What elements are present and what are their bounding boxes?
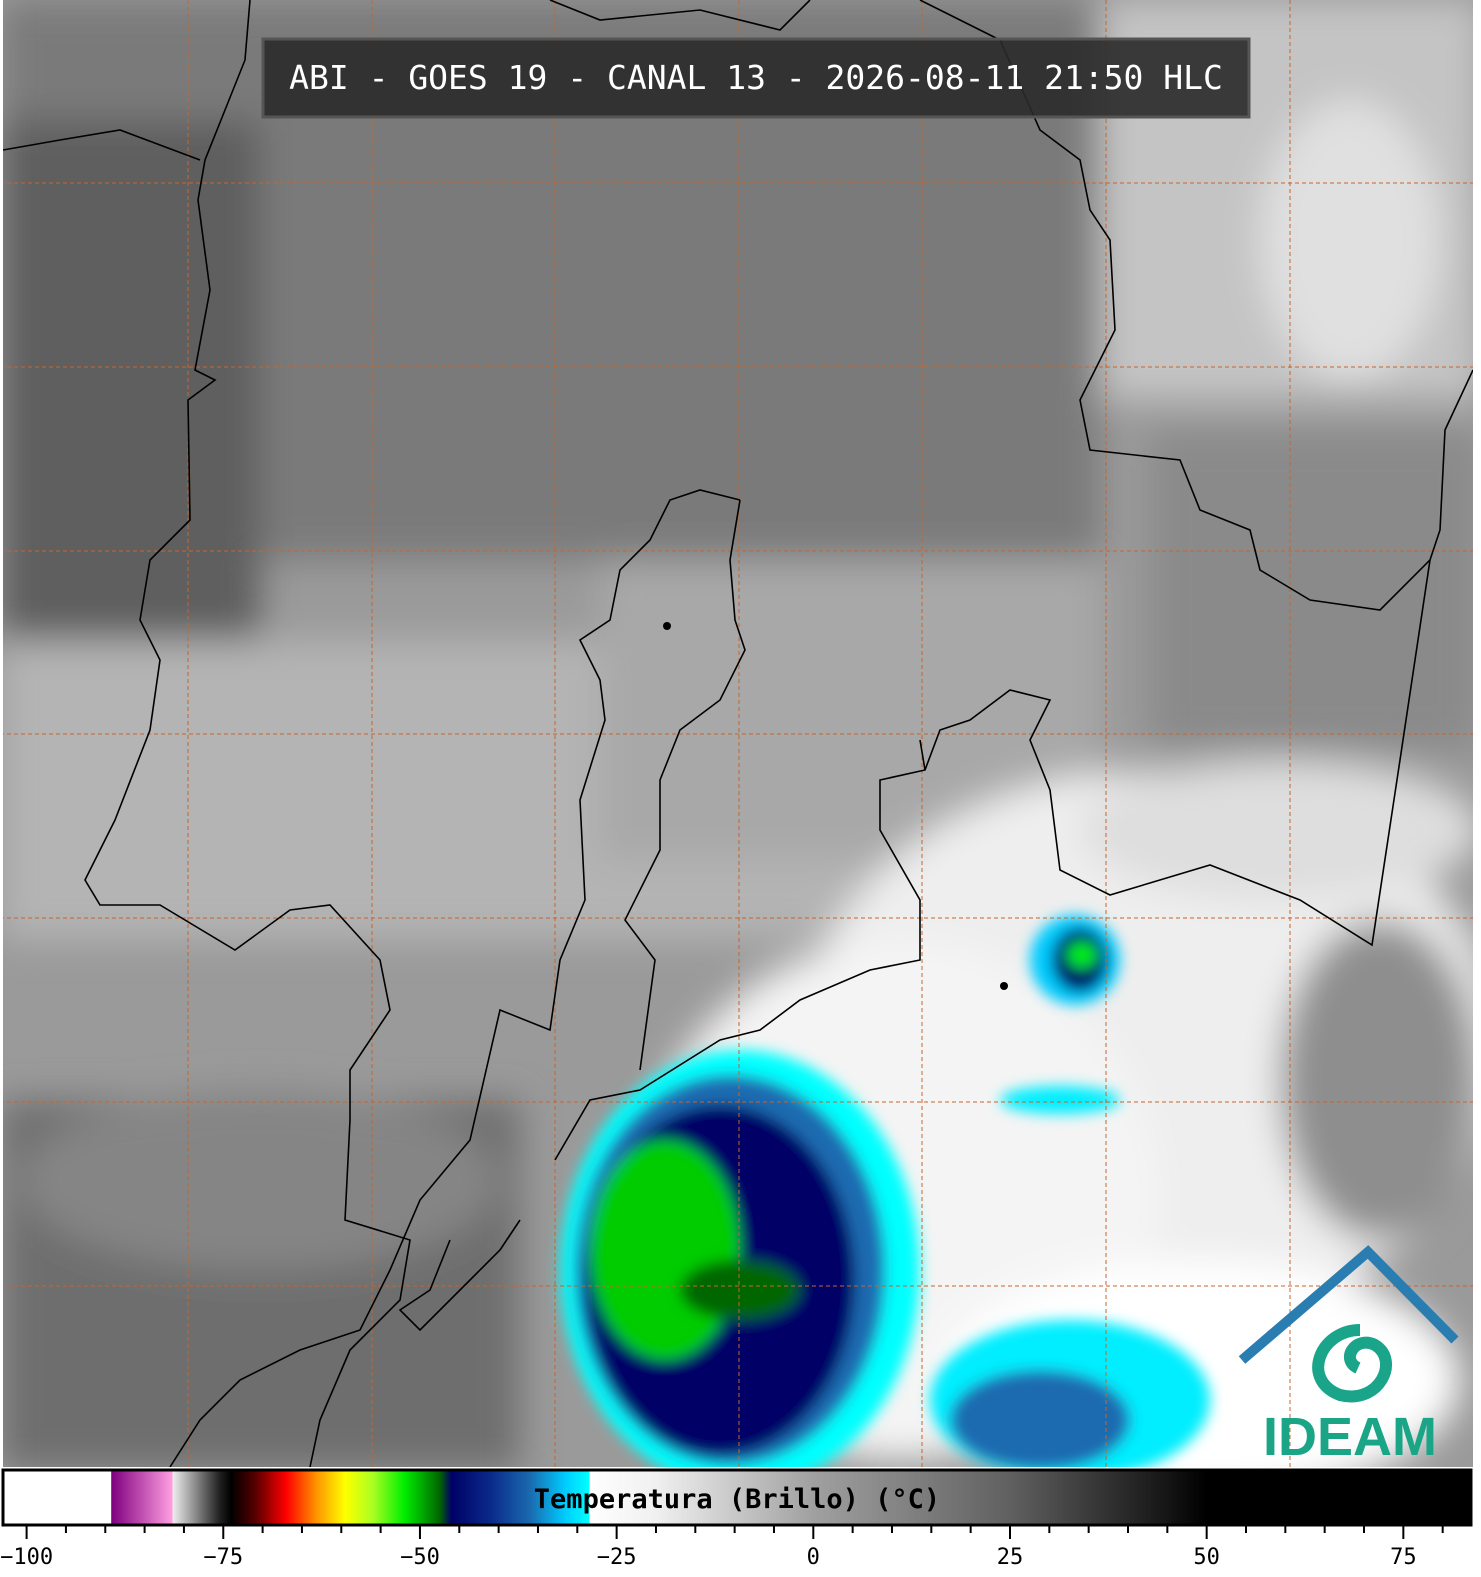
storm-cells <box>560 915 1210 1467</box>
city-marker <box>1000 982 1008 990</box>
colorbar-label: Temperatura (Brillo) (°C) <box>534 1484 940 1515</box>
colorbar: Temperatura (Brillo) (°C) −100 −75 −50 −25 0 2… <box>0 1468 1473 1570</box>
tick-label: −50 <box>400 1545 440 1570</box>
tick-label: −75 <box>203 1545 243 1570</box>
city-marker <box>663 622 671 630</box>
title-box <box>261 37 1251 119</box>
logo-spiral <box>1312 1324 1392 1403</box>
tick-label: 50 <box>1193 1545 1220 1570</box>
colorbar-fill <box>1 1468 1473 1527</box>
satellite-map: IDEAM <box>3 0 1473 1467</box>
tick-label: 75 <box>1390 1545 1417 1570</box>
tick-label: 0 <box>807 1545 820 1570</box>
tick-label: 25 <box>997 1545 1024 1570</box>
borders <box>3 0 1473 1467</box>
title: ABI - GOES 19 - CANAL 13 - 2026-08-11 21… <box>289 58 1223 97</box>
logo: IDEAM <box>1238 1245 1459 1467</box>
tick-label: −100 <box>0 1545 53 1570</box>
logo-text: IDEAM <box>1263 1407 1437 1467</box>
tick-label: −25 <box>597 1545 637 1570</box>
logo-roof <box>1238 1245 1459 1364</box>
